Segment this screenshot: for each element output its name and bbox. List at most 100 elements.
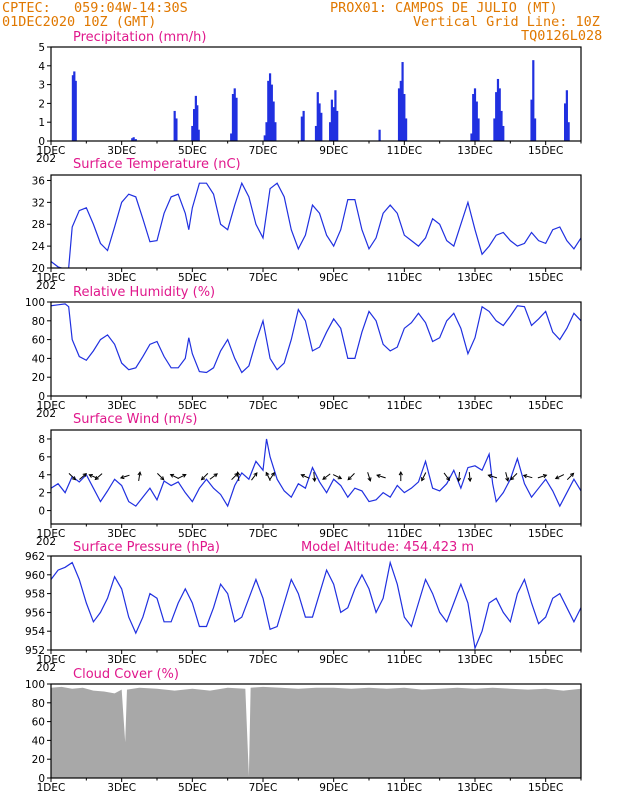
precip-bar-15 [233,88,236,141]
cloud-ytick-label: 0 [38,773,45,785]
precip-ytick-label: 4 [38,61,45,73]
precip-bar-57 [567,122,570,141]
wind-xtick-label: 13DEC [457,528,492,540]
precip-bar-32 [332,107,335,141]
temperature-ytick-label: 36 [32,175,46,187]
wind-arrow-head-4 [119,475,125,480]
cloud-frame [50,683,582,779]
header-coordinates: 059:04W-14:30S [74,0,188,16]
wind-xtick-label: 3DEC [107,528,136,540]
precip-bar-50 [500,110,503,141]
pressure-xtick-label: 11DEC [387,654,422,666]
wind-arrow-head-10 [213,473,218,478]
precip-bar-36 [397,88,401,141]
wind-xtick-label: 11DEC [387,528,422,540]
wind-xtick-label: 5DEC [178,528,207,540]
wind-arrow-24 [421,472,427,481]
wind-arrow-head-17 [312,477,317,483]
humidity-ytick-label: 0 [38,391,45,403]
precip-bar-46 [493,118,496,141]
pressure-title: Surface Pressure (hPa) [73,540,220,555]
cloud-ytick-label: 20 [32,754,45,766]
humidity-xtick-label: 11DEC [387,400,422,412]
wind-arrow-head-32 [542,474,548,479]
pressure-ytick-label: 954 [25,626,45,638]
wind-arrow-head-29 [505,477,510,482]
precip-bar-6 [173,110,176,141]
wind-arrow-head-19 [337,475,343,480]
pressure-frame [50,555,582,651]
precip-bar-25 [302,110,305,141]
precip-bar-0 [71,75,75,141]
precip-bar-5 [134,139,137,141]
wind-arrow-3 [95,473,103,480]
wind-arrow-head-26 [456,477,462,483]
wind-arrow-32 [537,474,547,479]
precip-bar-34 [336,110,339,141]
cloud-xtick-label: 7DEC [249,782,278,794]
wind-arrow-7 [170,474,179,480]
wind-arrow-head-27 [467,477,472,483]
precip-year-fragment: 202 [36,153,56,165]
wind-arrow-head-0 [71,476,77,481]
wind-arrow-0 [68,473,76,481]
cloud-ytick-label: 100 [25,679,45,691]
pressure-ytick-label: 962 [25,551,45,563]
precip-xtick-label: 3DEC [107,145,136,157]
precip-bar-26 [314,125,318,141]
wind-arrow-head-28 [487,474,492,479]
precip-bar-19 [267,80,270,141]
precip-ytick-label: 2 [38,98,45,110]
precip-bar-42 [472,94,475,141]
precip-bar-55 [564,103,567,141]
wind-arrow-28 [488,474,498,479]
wind-ytick-label: 4 [38,470,45,482]
precip-bar-28 [318,103,321,141]
precip-bar-21 [270,84,273,141]
wind-arrow-head-13 [253,472,258,477]
wind-arrow-head-22 [376,474,381,479]
precip-bar-45 [477,118,480,141]
cloud-xtick-label: 13DEC [457,782,492,794]
wind-arrow-9 [201,473,209,481]
wind-frame [50,429,582,525]
precip-bar-33 [334,90,337,141]
precip-ytick-label: 3 [38,80,45,92]
pressure-xtick-label: 1DEC [37,654,66,666]
wind-arrow-8 [177,474,187,480]
precip-bar-48 [496,78,500,141]
temperature-title: Surface Temperature (nC) [73,157,241,172]
wind-arrow-head-16 [300,473,305,478]
wind-arrow-5 [138,472,141,482]
temperature-ytick-label: 24 [32,241,46,253]
precip-bar-18 [265,122,268,141]
precip-ytick-label: 5 [38,42,45,54]
humidity-ytick-label: 40 [32,353,45,365]
precip-bar-37 [399,80,402,141]
precip-bar-3 [131,138,134,141]
precip-bar-51 [502,125,505,141]
precip-xtick-label: 9DEC [319,145,348,157]
cloud-ytick-label: 40 [32,735,45,747]
cloud-xtick-label: 15DEC [528,782,563,794]
wind-arrow-head-25 [446,476,451,481]
precip-xtick-label: 15DEC [528,145,563,157]
cloud-ytick-label: 80 [32,698,45,710]
wind-arrow-29 [505,472,509,482]
precip-bar-20 [268,73,272,141]
precip-bar-44 [475,101,478,141]
wind-arrow-head-9 [200,476,206,481]
wind-arrow-22 [376,474,386,479]
pressure-ytick-label: 960 [25,570,45,582]
precip-xtick-label: 11DEC [387,145,422,157]
wind-arrow-27 [468,472,471,482]
temperature-year-fragment: 202 [36,280,56,292]
wind-arrow-34 [566,473,574,481]
wind-arrow-head-7 [169,473,175,478]
temperature-xtick-label: 7DEC [249,272,278,284]
wind-arrow-head-24 [421,477,425,482]
header-run-time: 01DEC2020 10Z (GMT) [2,14,157,30]
wind-arrow-head-8 [182,473,187,478]
wind-arrow-head-15 [270,471,275,477]
wind-ytick-label: 0 [38,506,45,518]
